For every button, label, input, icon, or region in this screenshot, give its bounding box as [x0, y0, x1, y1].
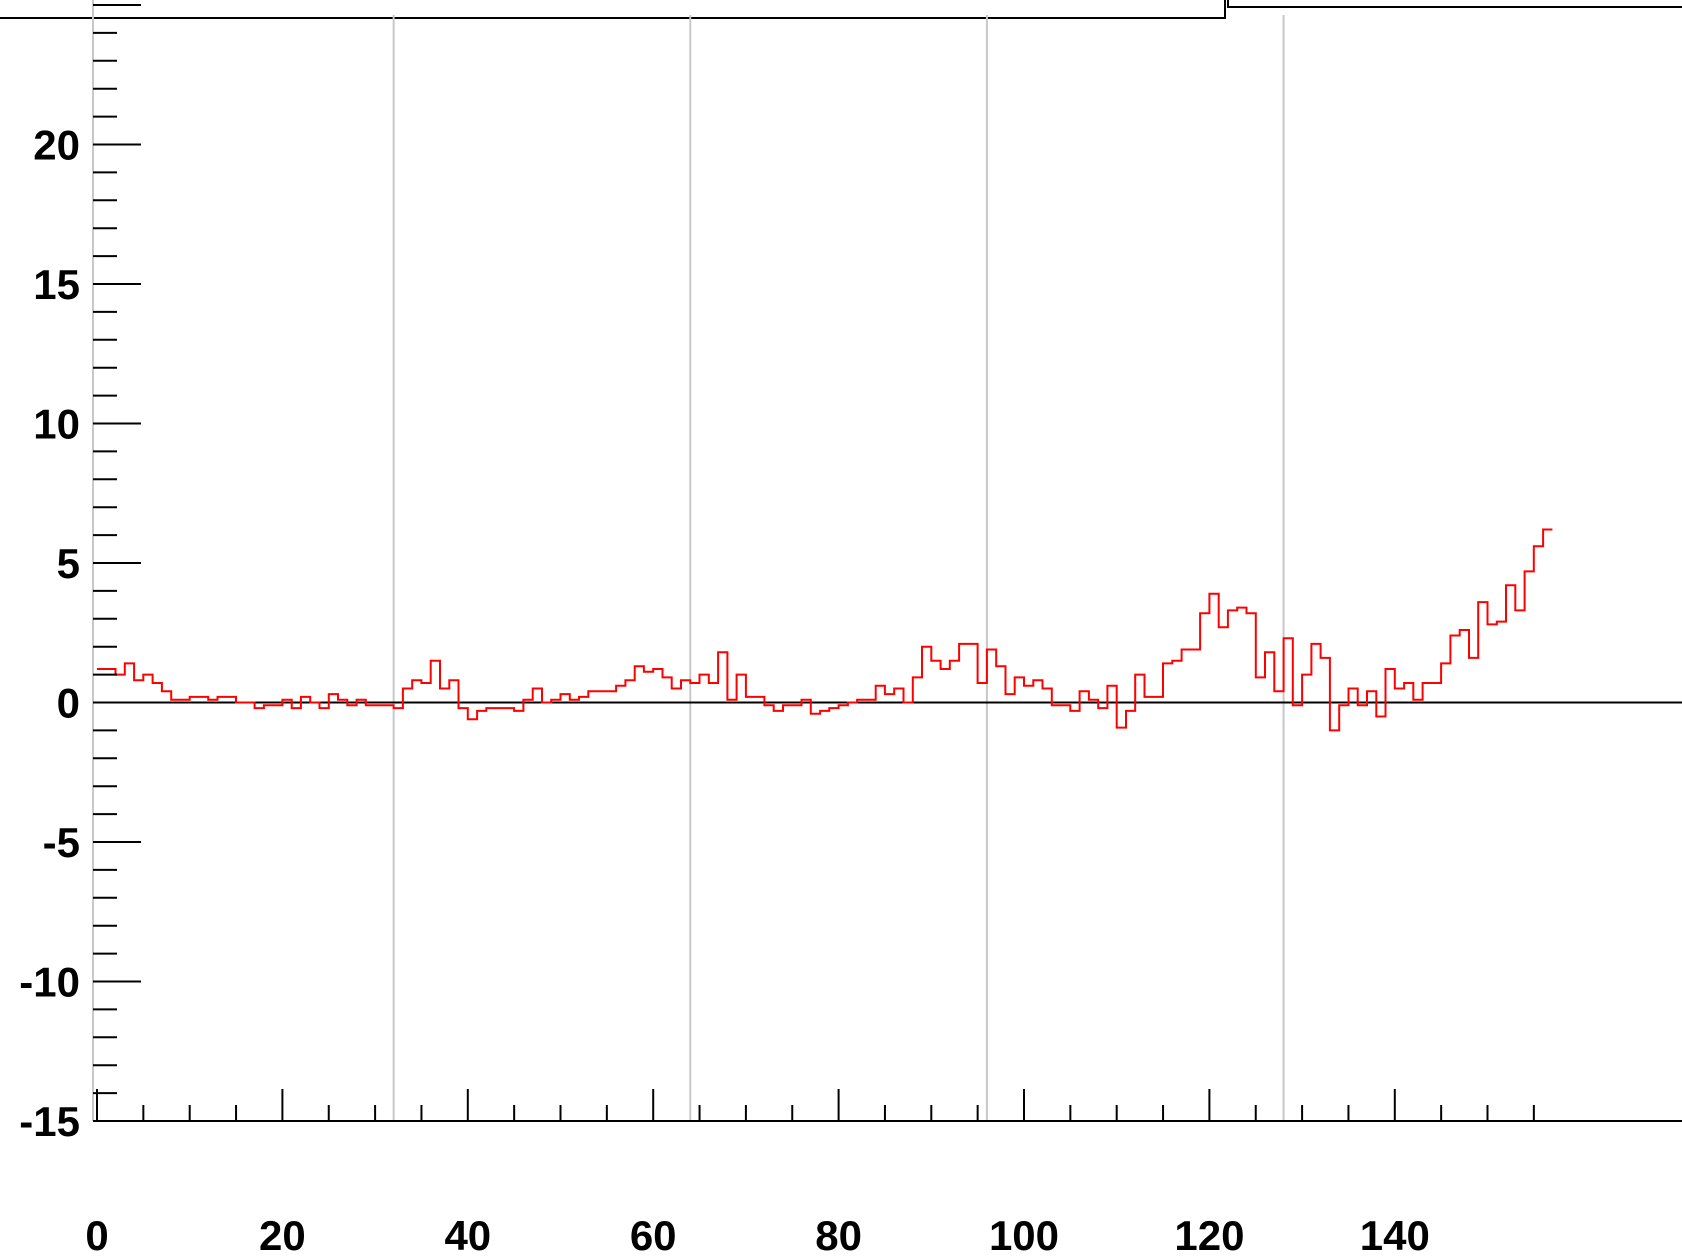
x-tick-label-40: 40 — [444, 1212, 491, 1259]
x-tick-label-60: 60 — [630, 1212, 677, 1259]
title-box-left — [0, 0, 1226, 19]
y-axis-tick-labels: -15 -10 -5 0 5 10 15 20 — [19, 122, 80, 1146]
title-box-right — [1227, 0, 1682, 8]
x-tick-label-20: 20 — [259, 1212, 306, 1259]
y-tick-label-5: 5 — [57, 540, 80, 587]
x-axis-tick-labels: 0 20 40 60 80 100 120 140 — [85, 1212, 1430, 1259]
y-tick-label-10: 10 — [33, 401, 80, 448]
y-tick-label-0: 0 — [57, 680, 80, 727]
y-tick-label-20: 20 — [33, 122, 80, 169]
y-tick-label--5: -5 — [43, 819, 80, 866]
x-axis-ticks — [96, 1089, 1535, 1121]
x-tick-label-80: 80 — [815, 1212, 862, 1259]
y-tick-label--15: -15 — [19, 1098, 80, 1145]
x-tick-label-0: 0 — [85, 1212, 108, 1259]
grid-lines — [392, 15, 1285, 1121]
x-tick-label-120: 120 — [1174, 1212, 1244, 1259]
y-tick-label-15: 15 — [33, 261, 80, 308]
y-axis-ticks — [93, 4, 141, 1122]
x-tick-label-140: 140 — [1360, 1212, 1430, 1259]
y-tick-label--10: -10 — [19, 959, 80, 1006]
series-0-step-line — [97, 528, 1553, 732]
x-tick-label-100: 100 — [989, 1212, 1059, 1259]
